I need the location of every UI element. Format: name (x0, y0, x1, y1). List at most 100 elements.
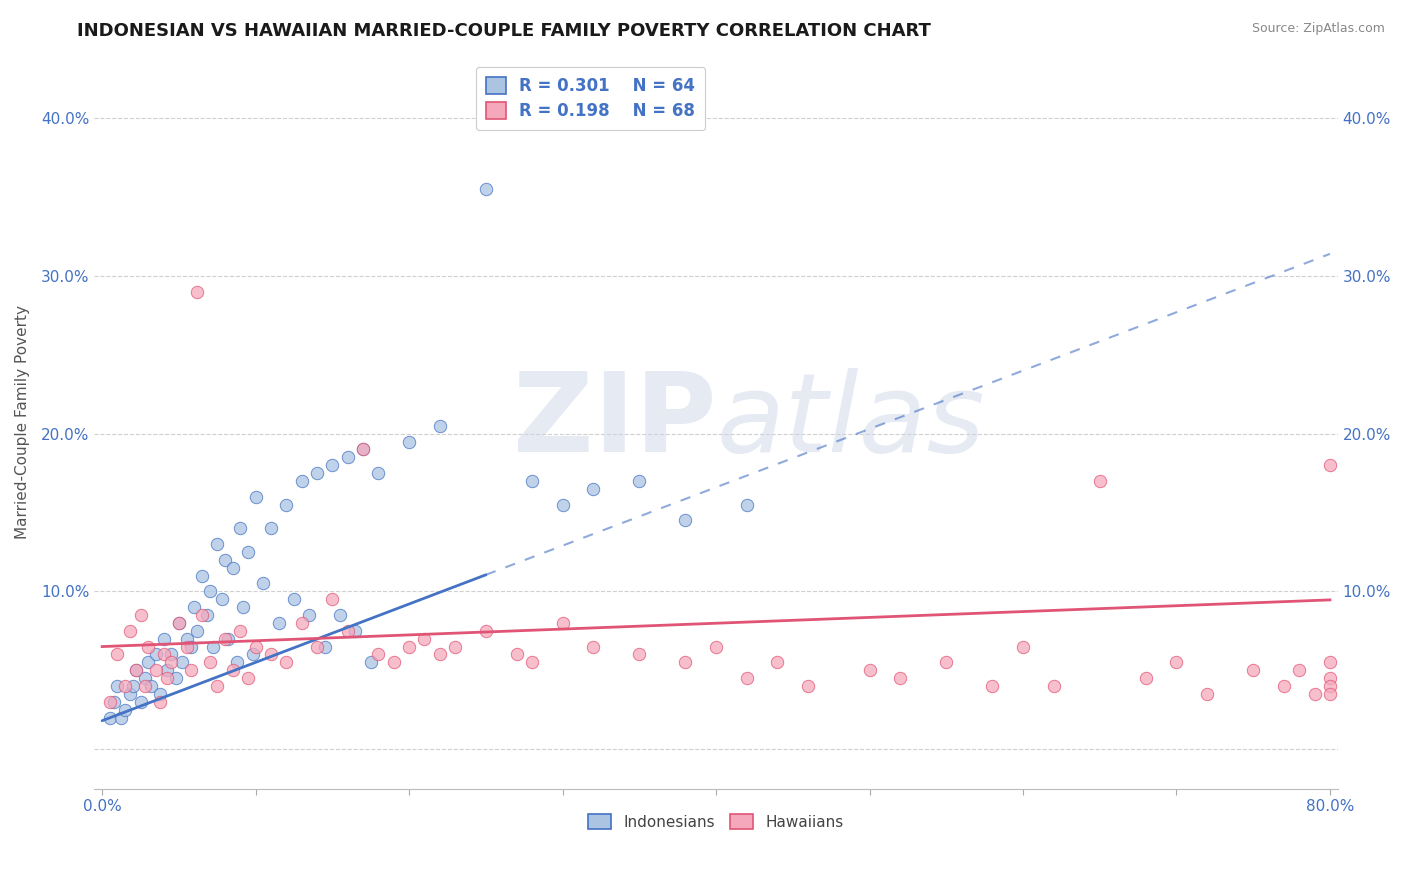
Point (276, 498, 298, 512)
Point (229, 624, 252, 638)
Point (167, 615, 190, 630)
Point (103, 695, 125, 709)
Point (260, 521, 283, 535)
Point (125, 663, 148, 677)
Point (114, 703, 136, 717)
Point (121, 679, 143, 693)
Point (398, 640, 420, 654)
Point (136, 656, 159, 670)
Point (314, 640, 336, 654)
Point (229, 521, 252, 535)
Point (582, 640, 605, 654)
Point (195, 608, 218, 623)
Point (1288, 663, 1310, 677)
Point (673, 513, 696, 527)
Text: INDONESIAN VS HAWAIIAN MARRIED-COUPLE FAMILY POVERTY CORRELATION CHART: INDONESIAN VS HAWAIIAN MARRIED-COUPLE FA… (77, 22, 931, 40)
Point (382, 656, 405, 670)
Point (114, 679, 136, 693)
Point (186, 624, 208, 638)
Point (735, 671, 758, 685)
Point (136, 640, 159, 654)
Point (170, 656, 193, 670)
Point (252, 576, 274, 591)
Point (191, 608, 214, 623)
Point (1319, 687, 1341, 701)
Point (475, 624, 498, 638)
Point (367, 648, 389, 662)
Point (134, 671, 156, 685)
Point (180, 640, 202, 654)
Point (797, 679, 820, 693)
Point (129, 608, 152, 623)
Point (118, 624, 141, 638)
Point (367, 466, 389, 480)
Point (1319, 656, 1341, 670)
Y-axis label: Married-Couple Family Poverty: Married-Couple Family Poverty (15, 305, 30, 539)
Point (125, 663, 148, 677)
Point (176, 632, 198, 646)
Point (321, 592, 343, 607)
Point (1303, 687, 1326, 701)
Point (107, 679, 129, 693)
Point (267, 615, 290, 630)
Point (155, 671, 177, 685)
Point (198, 584, 221, 599)
Point (291, 615, 314, 630)
Point (766, 656, 789, 670)
Point (160, 648, 183, 662)
Point (110, 710, 132, 724)
Point (221, 663, 243, 677)
Point (276, 656, 298, 670)
Point (221, 560, 243, 574)
Point (236, 545, 259, 559)
Point (141, 679, 163, 693)
Point (214, 632, 236, 646)
Point (1319, 458, 1341, 473)
Point (413, 632, 436, 646)
Point (242, 648, 264, 662)
Point (245, 490, 267, 504)
Point (628, 648, 651, 662)
Point (398, 434, 420, 449)
Point (429, 648, 451, 662)
Point (180, 663, 202, 677)
Point (149, 695, 172, 709)
Point (260, 648, 283, 662)
Point (704, 640, 727, 654)
Point (1012, 640, 1035, 654)
Point (226, 656, 249, 670)
Point (183, 600, 205, 615)
Point (305, 466, 328, 480)
Point (176, 640, 198, 654)
Point (336, 624, 359, 638)
Point (344, 624, 367, 638)
Point (551, 498, 574, 512)
Point (889, 671, 911, 685)
Point (186, 285, 208, 299)
Point (291, 474, 314, 488)
Point (160, 656, 183, 670)
Point (145, 663, 167, 677)
Point (336, 450, 359, 465)
Point (149, 687, 172, 701)
Point (520, 474, 543, 488)
Point (1197, 687, 1219, 701)
Point (1042, 679, 1064, 693)
Text: Source: ZipAtlas.com: Source: ZipAtlas.com (1251, 22, 1385, 36)
Point (329, 608, 352, 623)
Point (245, 640, 267, 654)
Point (1088, 474, 1111, 488)
Point (1166, 656, 1188, 670)
Text: atlas: atlas (716, 368, 984, 475)
Point (1319, 671, 1341, 685)
Point (352, 442, 374, 457)
Point (283, 592, 305, 607)
Point (152, 648, 174, 662)
Point (981, 679, 1004, 693)
Point (321, 458, 343, 473)
Point (236, 671, 259, 685)
Point (520, 656, 543, 670)
Point (935, 656, 957, 670)
Point (1135, 671, 1157, 685)
Legend: Indonesians, Hawaiians: Indonesians, Hawaiians (582, 807, 849, 836)
